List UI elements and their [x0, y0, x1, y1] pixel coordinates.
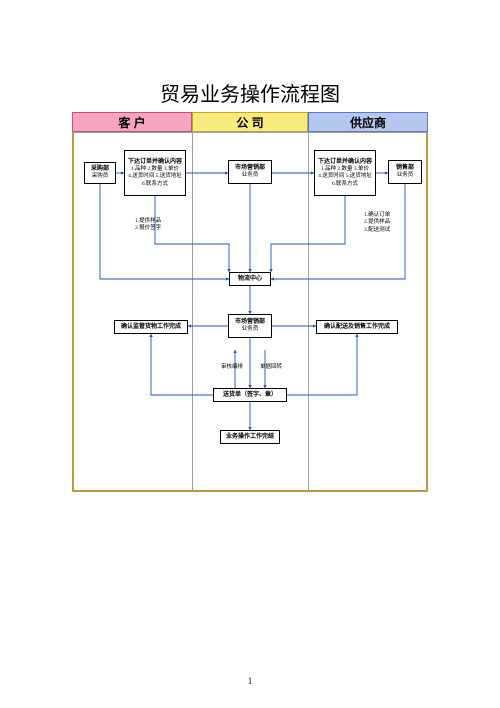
- node-line: 4.送货时间 5.送货地址: [318, 173, 372, 180]
- arrow-layer: [0, 0, 500, 708]
- node-n_comp_sales2: 市场营销部业务员: [228, 314, 272, 338]
- node-n_comp_sales1: 市场营销部业务员: [228, 160, 272, 184]
- flow-arrow: [271, 196, 345, 272]
- page-number: 1: [0, 676, 500, 686]
- node-title: 确认配送及销售工作完成: [324, 323, 390, 331]
- node-n_cust_confirm: 确认监管货物工作完成: [114, 320, 188, 334]
- node-n_logistics: 物流中心: [229, 272, 271, 286]
- flow-arrow: [155, 196, 229, 272]
- node-line: 采购员: [92, 173, 109, 180]
- node-line: 4.送货时间 5.送货地址: [128, 173, 182, 180]
- node-title: 物流中心: [238, 275, 262, 283]
- label-l_mid_right: 单据回转: [260, 364, 282, 371]
- node-title: 下达订单并确认内容: [128, 158, 182, 166]
- node-n_receipt: 送货单（签字、章）: [213, 388, 287, 402]
- node-line: 6.联系方式: [142, 181, 168, 188]
- node-title: 下达订单并确认内容: [318, 158, 372, 166]
- node-line: 业务员: [242, 172, 259, 179]
- node-line: 业务员: [242, 326, 259, 333]
- node-n_supp_order: 下达订单并确认内容1.品种 2.数量 3.单价4.送货时间 5.送货地址6.联系…: [314, 150, 376, 196]
- label-l_right_123: 1.确认订单 2.提供样品 3.配送测试: [364, 212, 390, 234]
- node-n_cust_buyer: 采购部采购员: [84, 162, 116, 184]
- node-n_supp_confirm: 确认配送及销售工作完成: [316, 320, 398, 334]
- flow-arrow: [287, 334, 357, 395]
- node-title: 确认监管货物工作完成: [121, 323, 181, 331]
- node-n_cust_order: 下达订单并确认内容1.品种 2.数量 3.单价4.送货时间 5.送货地址6.联系…: [124, 150, 186, 196]
- node-n_supp_sales: 销售部业务员: [388, 160, 422, 184]
- label-l_left_12: 1.提供样品 2.报价签字: [135, 218, 161, 233]
- flow-arrow: [100, 184, 229, 279]
- node-line: 业务员: [397, 172, 414, 179]
- label-l_mid_left: 审核编排: [221, 364, 243, 371]
- node-title: 业务操作工作完结: [226, 433, 274, 441]
- node-line: 6.联系方式: [332, 181, 358, 188]
- flow-arrow: [151, 334, 213, 395]
- node-n_end: 业务操作工作完结: [220, 430, 280, 444]
- node-title: 送货单（签字、章）: [223, 391, 277, 399]
